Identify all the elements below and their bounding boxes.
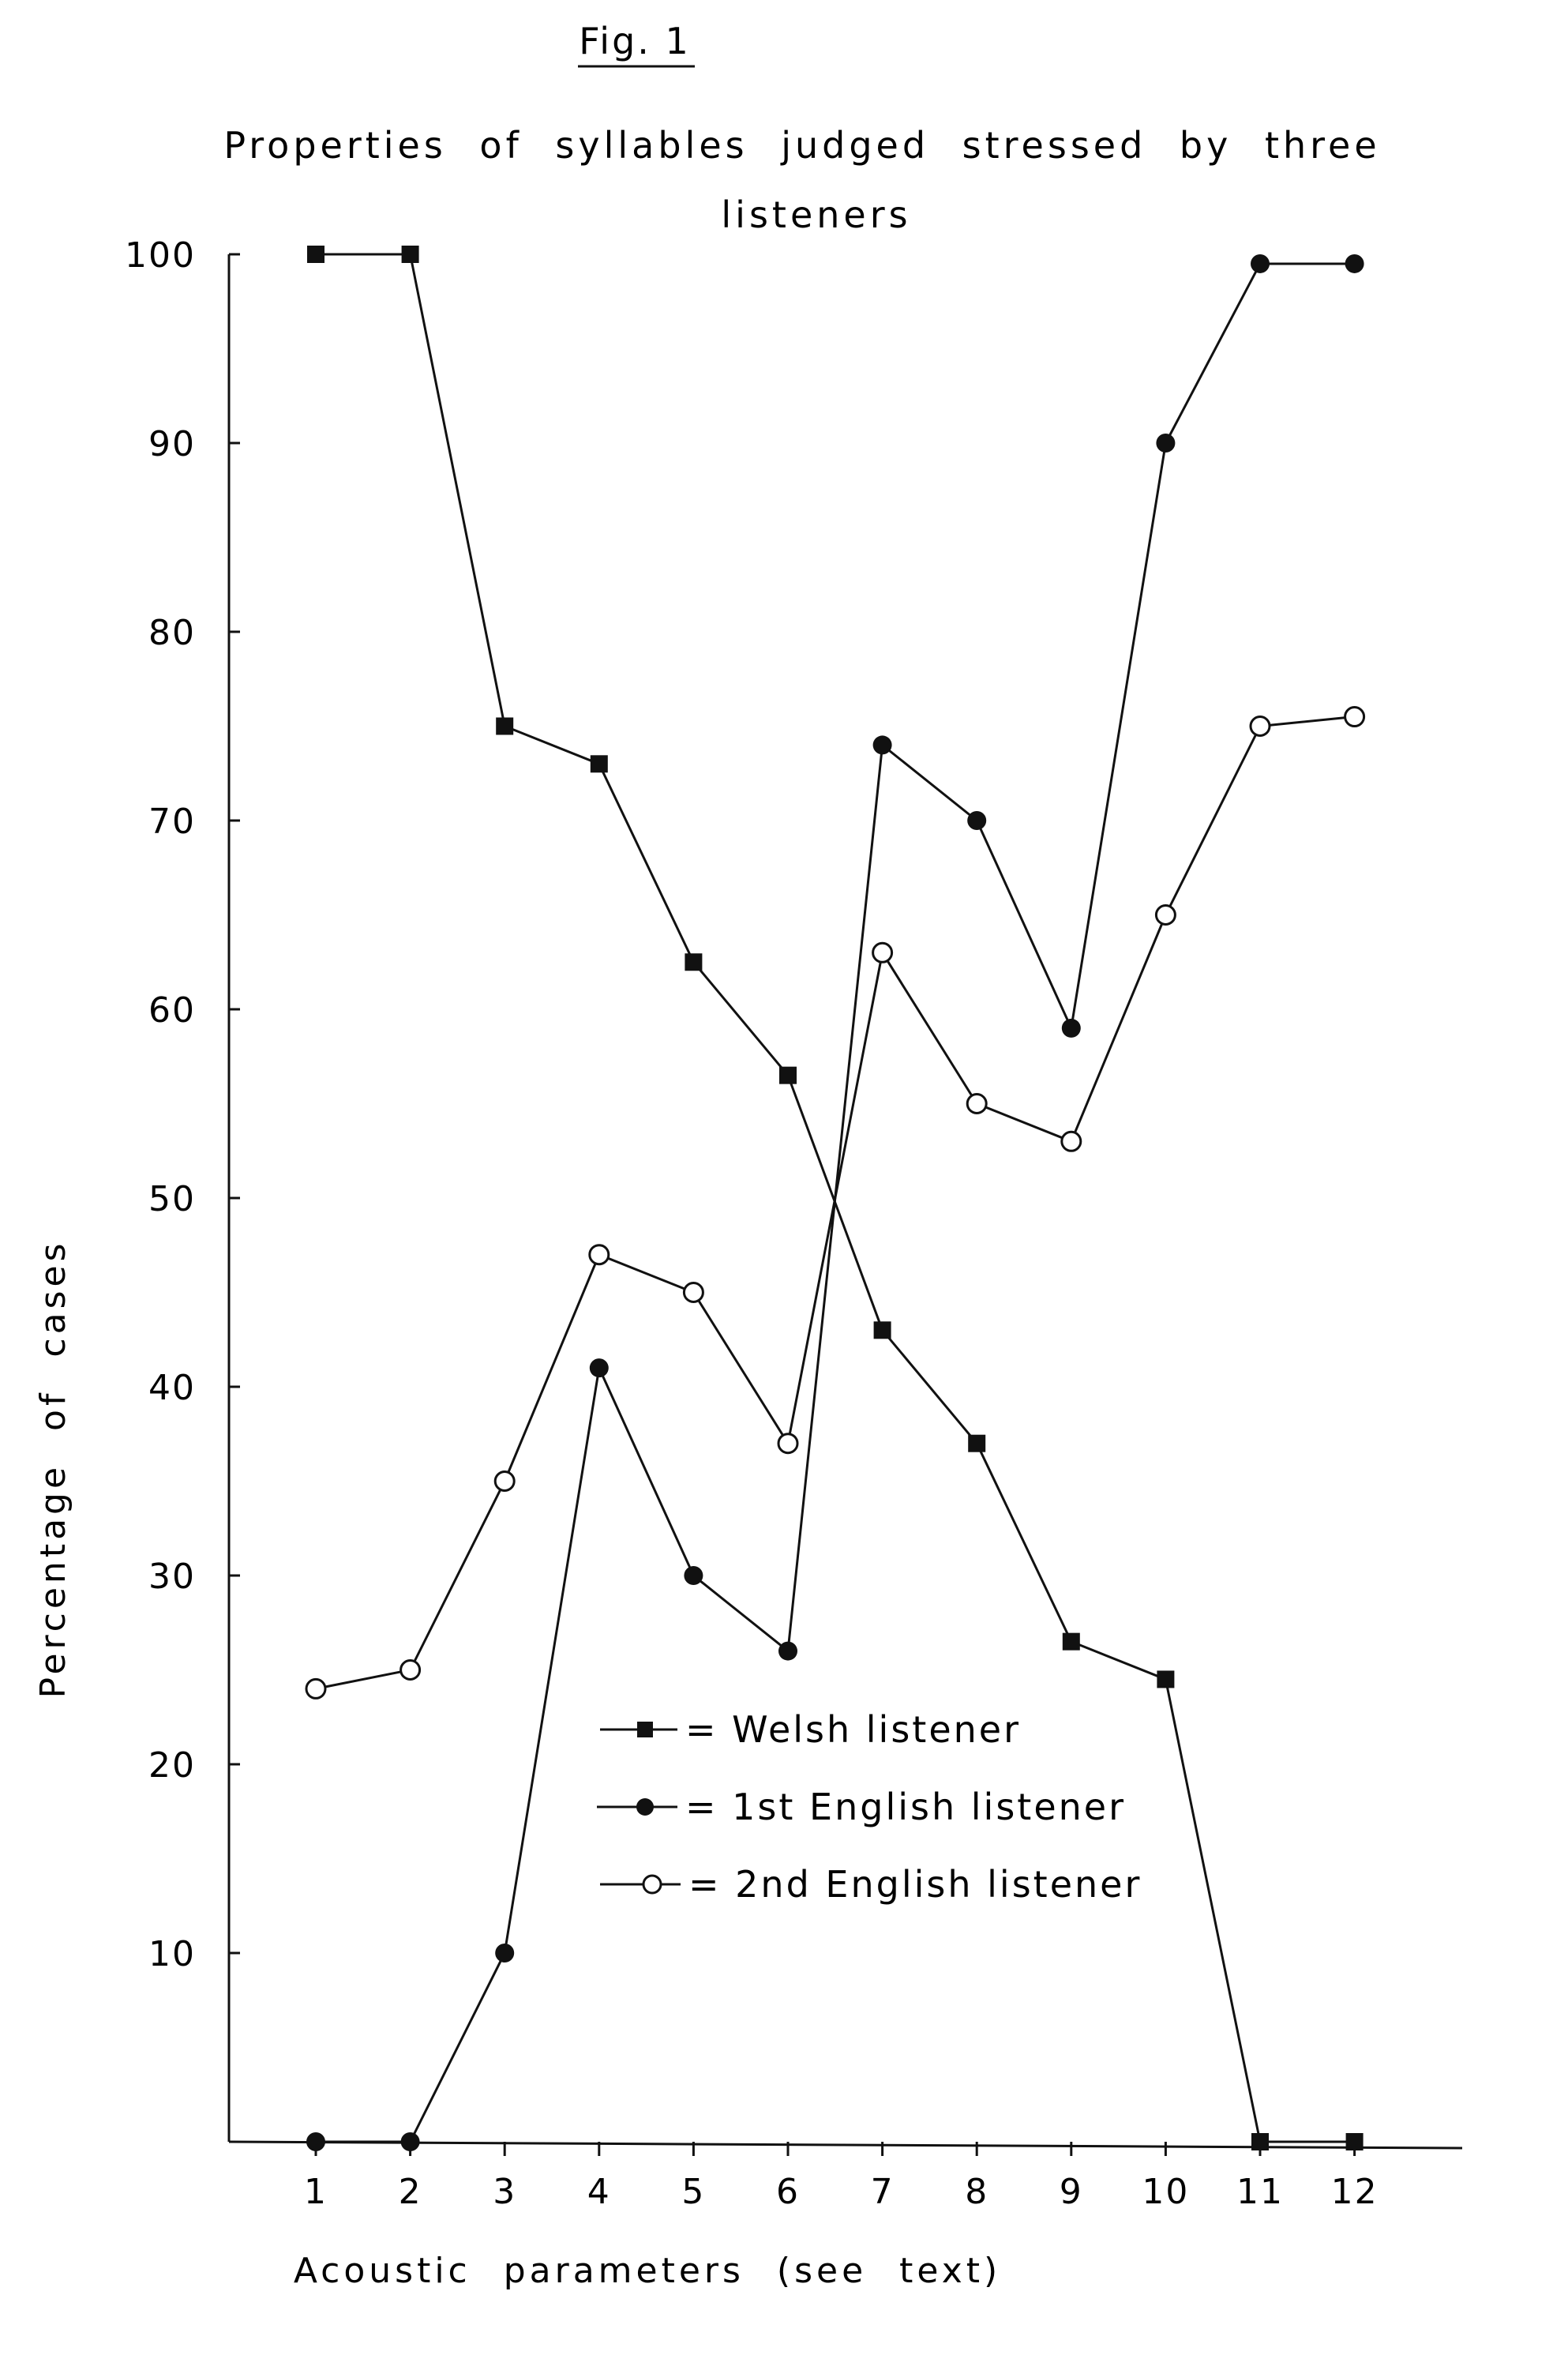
x-tick-label: 3 [493, 2172, 516, 2212]
figure-label: Fig. 1 [579, 20, 691, 62]
data-point [778, 1641, 797, 1661]
data-point [684, 1566, 703, 1585]
series-line-english-2 [315, 716, 1355, 1690]
y-tick-label: 20 [148, 1745, 196, 1786]
x-tick-label: 8 [965, 2172, 988, 2212]
legend-item-english-2: = 2nd English listener [600, 1863, 1142, 1906]
data-point [589, 1358, 609, 1378]
data-point [305, 1677, 327, 1700]
data-point [1344, 706, 1366, 728]
series-english-2 [305, 706, 1366, 1700]
x-tick-label: 4 [587, 2172, 611, 2212]
data-point [682, 1282, 704, 1303]
y-tick-label: 100 [125, 235, 196, 276]
data-point [1345, 254, 1364, 273]
legend-label-english-2: = 2nd English listener [688, 1863, 1142, 1906]
x-tick-label: 9 [1060, 2172, 1083, 2212]
data-point [1060, 1130, 1082, 1152]
legend-item-english-1: = 1st English listener [597, 1786, 1126, 1828]
x-tick-label: 10 [1142, 2172, 1189, 2212]
data-point [400, 2132, 420, 2151]
plot-area [305, 246, 1366, 2151]
x-tick-label: 6 [776, 2172, 800, 2212]
data-point [1345, 2133, 1364, 2150]
figure-heading: Fig. 1 [578, 20, 695, 68]
y-tick-label: 60 [148, 990, 196, 1031]
x-tick-label: 12 [1331, 2172, 1379, 2212]
x-ticks: 1 2 3 4 5 6 7 8 9 10 11 12 [304, 2142, 1379, 2212]
data-point [1154, 904, 1176, 926]
data-point [1157, 1670, 1175, 1688]
data-point [1251, 254, 1270, 273]
legend-marker-square-filled [637, 1722, 653, 1737]
chart-title-line-2: listeners [721, 193, 911, 236]
y-tick-label: 50 [148, 1179, 196, 1219]
y-axis-label: Percentage of cases [33, 1240, 73, 1699]
y-tick-label: 10 [148, 1934, 196, 1974]
data-point [966, 1093, 988, 1114]
legend-item-welsh: = Welsh listener [600, 1708, 1021, 1751]
y-tick-label: 30 [148, 1557, 196, 1597]
data-point [306, 2132, 325, 2151]
data-point [496, 717, 514, 735]
y-tick-label: 70 [148, 802, 196, 842]
legend-label-english-1: = 1st English listener [685, 1786, 1126, 1828]
data-point [400, 1659, 422, 1681]
data-point [495, 1944, 515, 1962]
data-point [401, 246, 419, 263]
data-point [307, 246, 324, 263]
data-point [872, 735, 892, 755]
data-point [779, 1066, 797, 1084]
data-point [967, 811, 987, 830]
x-tick-label: 2 [399, 2172, 422, 2212]
y-tick-label: 90 [148, 424, 196, 464]
data-point [1061, 1018, 1081, 1038]
legend-label-welsh: = Welsh listener [685, 1708, 1021, 1751]
x-tick-label: 5 [681, 2172, 705, 2212]
data-point [588, 1244, 610, 1266]
data-point [1156, 434, 1176, 453]
data-point [777, 1433, 799, 1455]
legend-marker-circle-open [642, 1874, 662, 1895]
data-point [872, 941, 894, 963]
y-ticks: 10 20 30 40 50 60 70 80 90 100 [125, 235, 240, 1974]
data-point [685, 953, 703, 971]
y-tick-label: 40 [148, 1368, 196, 1408]
data-point [493, 1470, 516, 1492]
chart-title-line-1: Properties of syllables judged stressed … [223, 124, 1380, 167]
chart-title: Properties of syllables judged stressed … [223, 124, 1380, 236]
x-tick-label: 11 [1236, 2172, 1284, 2212]
data-point [1062, 1632, 1080, 1651]
data-point [590, 755, 608, 773]
x-tick-label: 7 [871, 2172, 895, 2212]
data-point [968, 1434, 986, 1452]
x-tick-label: 1 [304, 2172, 328, 2212]
legend: = Welsh listener = 1st English listener … [597, 1708, 1142, 1906]
x-axis-label: Acoustic parameters (see text) [294, 2251, 1001, 2291]
data-point [873, 1321, 891, 1339]
data-point [1249, 716, 1271, 737]
legend-marker-circle-filled [636, 1798, 654, 1816]
x-axis: 1 2 3 4 5 6 7 8 9 10 11 12 Acoustic parameters (see… [228, 2140, 1463, 2291]
y-axis: 10 20 30 40 50 60 70 80 90 100 Percentage of case… [33, 235, 240, 2142]
data-point [1251, 2133, 1269, 2150]
y-tick-label: 80 [148, 613, 196, 653]
